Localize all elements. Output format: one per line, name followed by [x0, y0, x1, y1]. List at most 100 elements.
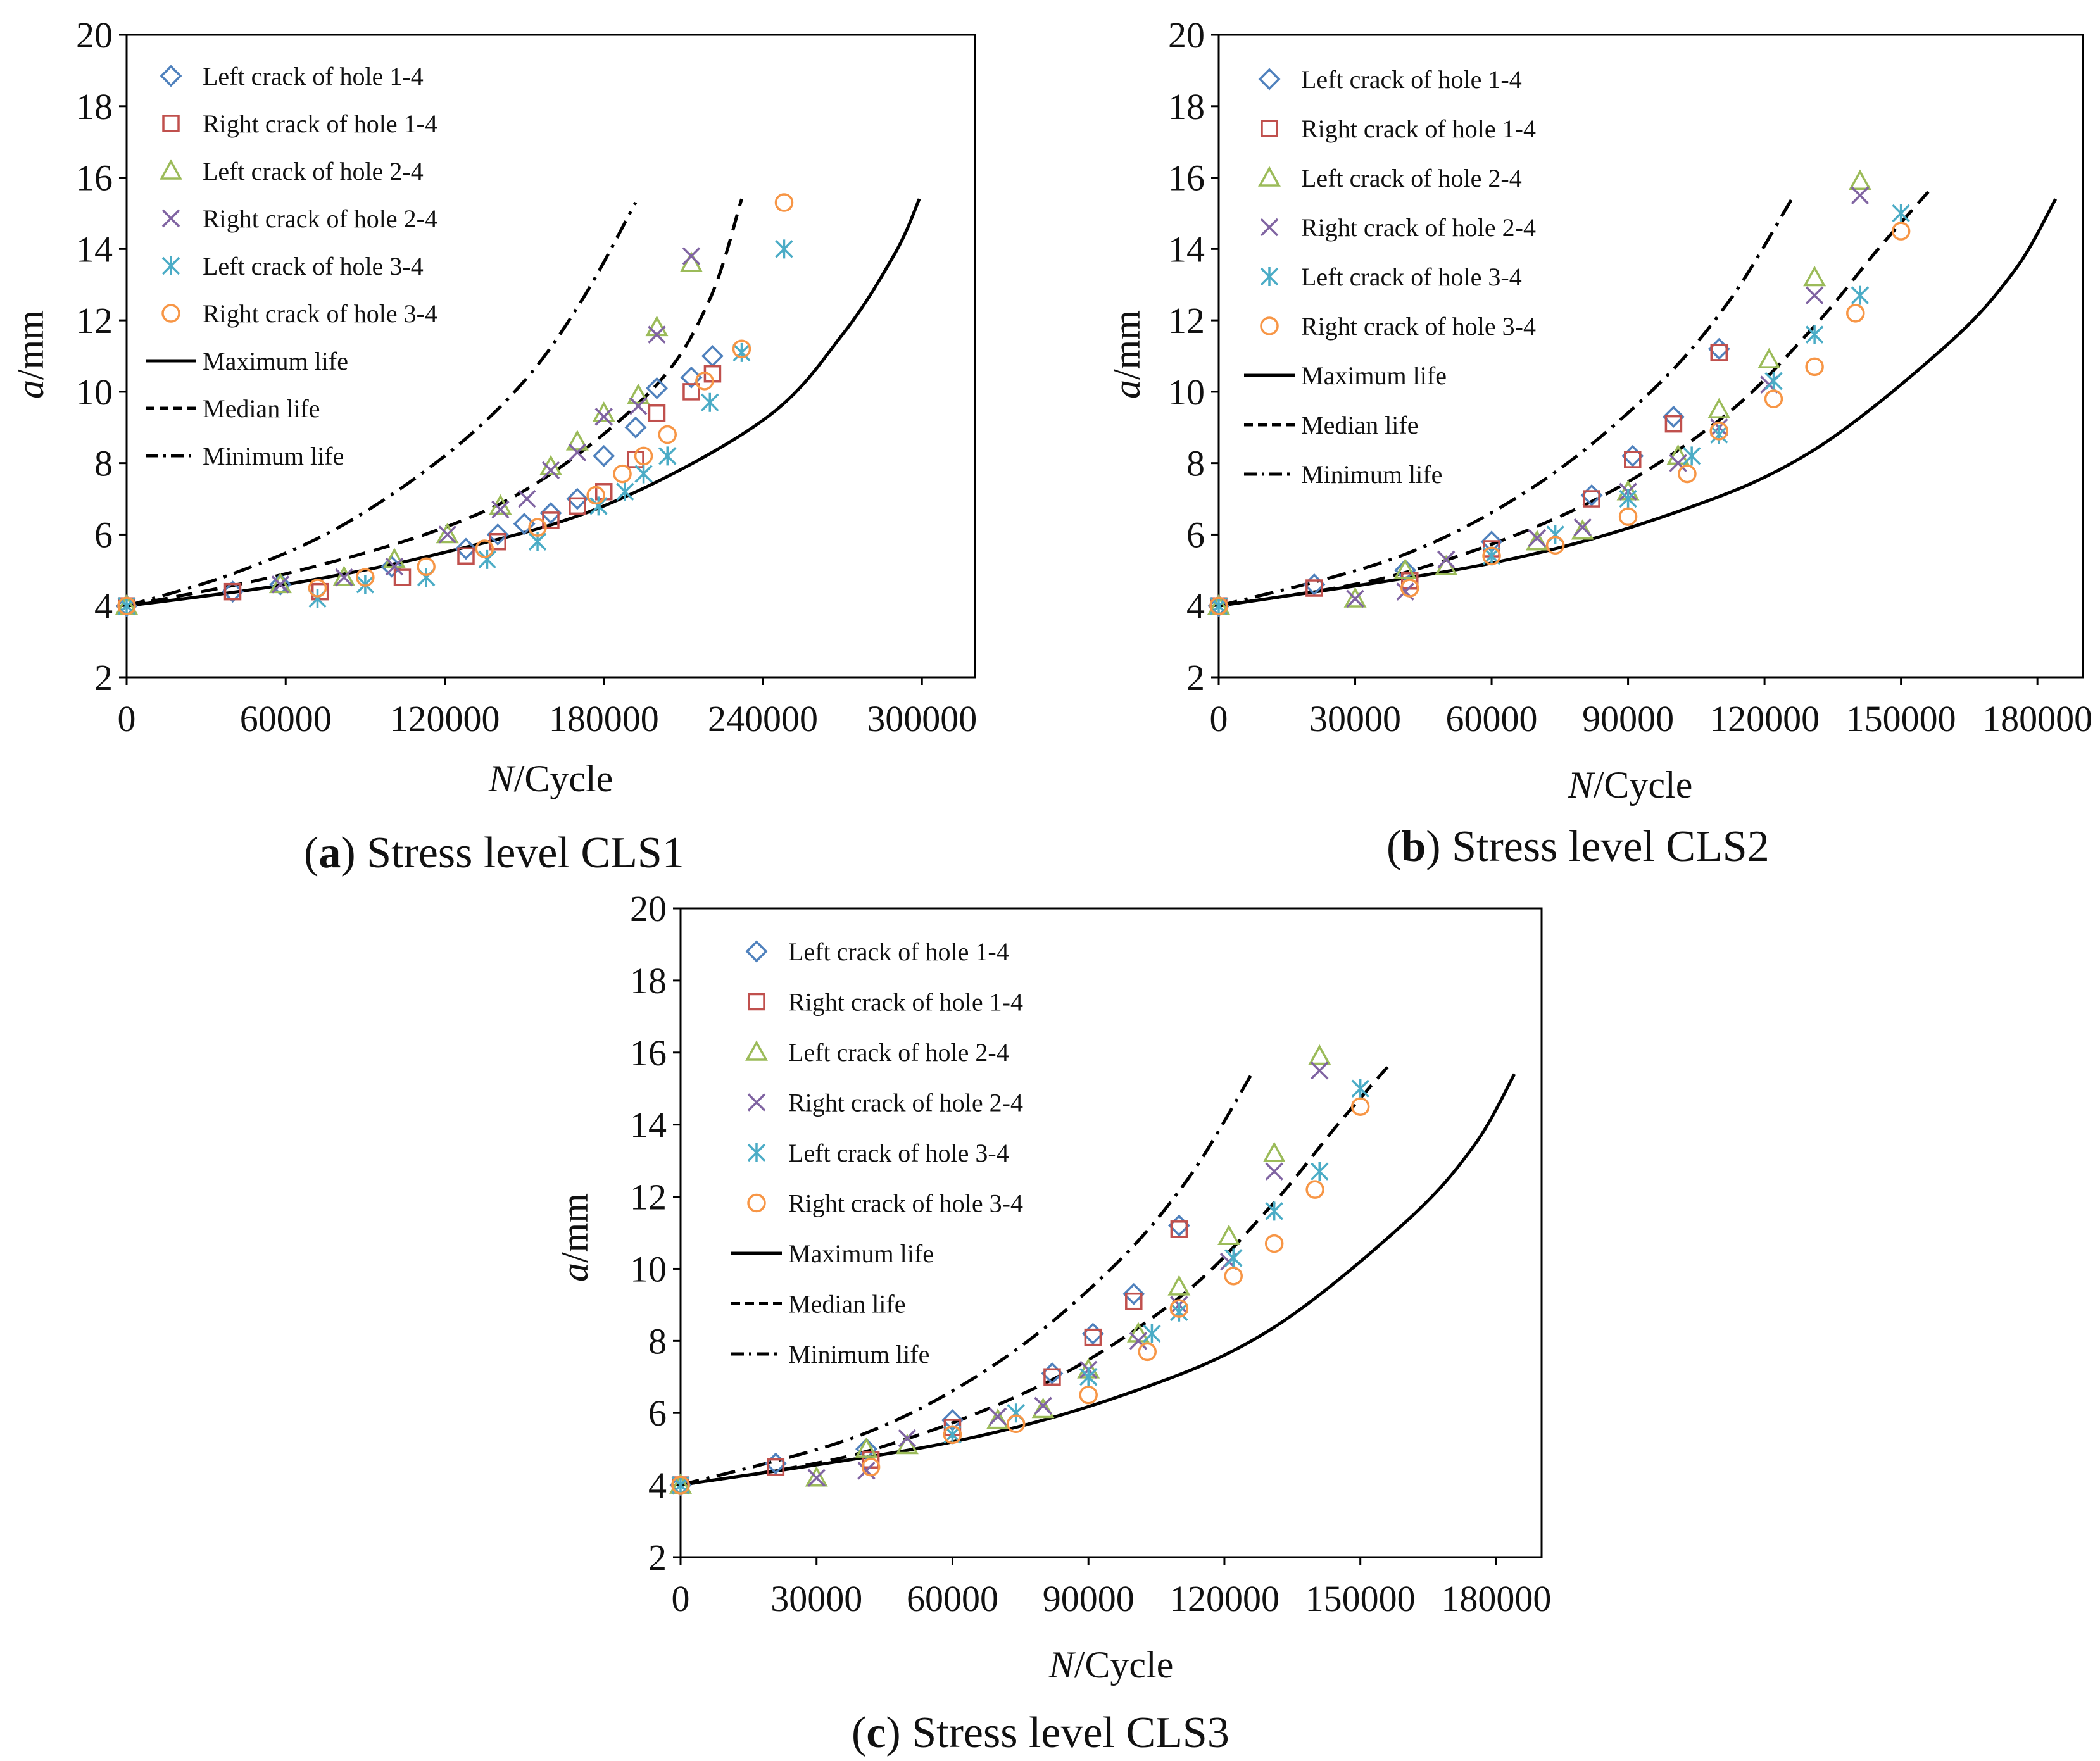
x-tick-label: 30000	[1309, 698, 1401, 739]
y-tick-label: 20	[630, 888, 667, 929]
caption-paren-close: )	[1426, 822, 1452, 871]
data-point	[308, 579, 327, 598]
data-point	[1619, 489, 1637, 509]
data-point	[1043, 1368, 1061, 1386]
data-point	[223, 582, 242, 601]
data-point	[1217, 1224, 1241, 1245]
life-curves	[680, 1065, 1516, 1487]
data-point	[857, 1462, 876, 1480]
legend-label: Minimum life	[1301, 460, 1442, 489]
data-point	[1662, 405, 1685, 428]
data-point	[539, 502, 562, 525]
x-tick-label: 180000	[1441, 1578, 1551, 1619]
data-point	[1669, 454, 1687, 472]
data-point	[774, 193, 794, 212]
legend-label: Maximum life	[788, 1239, 934, 1268]
data-point	[438, 525, 456, 544]
series-5	[117, 239, 793, 616]
data-point	[491, 500, 510, 519]
curve-median-life	[1218, 191, 1930, 608]
data-point	[1346, 589, 1364, 608]
y-tick-label: 16	[76, 158, 113, 199]
x-axis-label-symbol: N	[1048, 1644, 1076, 1686]
legend-label: Minimum life	[788, 1340, 929, 1369]
data-point	[1079, 1367, 1098, 1387]
y-tick-label: 2	[94, 657, 113, 698]
legend-label: Maximum life	[203, 347, 348, 375]
data-point	[1169, 1299, 1189, 1318]
data-point	[268, 572, 292, 594]
data-point	[624, 416, 647, 439]
data-point	[1350, 1097, 1370, 1116]
data-point	[566, 487, 589, 510]
data-point	[1707, 398, 1731, 418]
data-point	[1525, 530, 1549, 551]
data-point	[528, 518, 547, 537]
data-point	[1311, 1162, 1329, 1181]
data-point	[1618, 507, 1638, 526]
data-point	[1764, 389, 1783, 408]
x-tick-label: 180000	[549, 698, 659, 739]
legend-marker	[1260, 218, 1279, 237]
chart-panel-b: 2 4 6 8 10 12 14 16 18 20 0 30000 60000 90000 120000 15…	[1106, 15, 2092, 871]
legend-marker	[747, 1143, 766, 1162]
data-point	[332, 565, 356, 586]
y-tick-label: 10	[1168, 372, 1205, 413]
data-point	[385, 557, 404, 576]
legend-label: Left crack of hole 3-4	[203, 252, 424, 280]
series-2	[1210, 344, 1728, 615]
y-tick-label: 20	[76, 15, 113, 56]
data-point	[417, 557, 436, 576]
legend: Left crack of hole 1-4 Right crack of hol…	[146, 62, 437, 470]
data-point	[1710, 425, 1728, 444]
caption-paren-open: (	[304, 829, 318, 877]
data-point	[1305, 1180, 1324, 1199]
panel-caption: (a) Stress level CLS1	[304, 829, 684, 877]
y-tick-label: 8	[648, 1320, 667, 1362]
y-axis-label: a/mm	[9, 310, 51, 399]
legend-marker	[745, 940, 768, 963]
data-point	[648, 404, 666, 422]
caption-paren-open: (	[1386, 822, 1401, 871]
y-tick-label: 14	[1168, 229, 1205, 270]
data-point	[589, 496, 608, 516]
y-axis-label: a/mm	[554, 1193, 596, 1282]
data-point	[861, 1457, 881, 1477]
legend-label: Right crack of hole 2-4	[1301, 213, 1536, 242]
x-axis-label: N/Cycle	[488, 758, 613, 799]
curve-minimum-life	[680, 1073, 1254, 1487]
data-point	[1262, 1141, 1286, 1162]
data-point	[1007, 1403, 1025, 1423]
data-point	[1143, 1324, 1161, 1343]
data-point	[1764, 371, 1783, 391]
data-point	[634, 446, 653, 466]
x-tick-label: 0	[118, 698, 136, 739]
data-point	[943, 1425, 962, 1445]
legend-label: Left crack of hole 1-4	[788, 937, 1009, 966]
legend-marker	[1260, 316, 1279, 335]
y-tick-label: 4	[94, 586, 113, 627]
legend-label: Right crack of hole 1-4	[1301, 115, 1536, 143]
panel-caption: (c) Stress level CLS3	[852, 1708, 1229, 1757]
data-point	[1664, 415, 1683, 433]
x-tick-label: 90000	[1043, 1578, 1135, 1619]
data-point	[1573, 518, 1592, 537]
data-point	[1224, 1248, 1243, 1268]
y-axis-label: a/mm	[1106, 310, 1148, 399]
data-point	[475, 539, 494, 558]
data-point	[1437, 550, 1456, 569]
data-point	[271, 575, 290, 594]
data-point	[541, 461, 560, 480]
data-point	[988, 1407, 1007, 1426]
data-point	[898, 1429, 917, 1448]
legend-marker	[1258, 68, 1281, 91]
data-point	[1138, 1342, 1157, 1362]
data-point	[1805, 286, 1824, 304]
data-point	[680, 366, 703, 389]
x-tick-label: 0	[1210, 698, 1228, 739]
series-1	[115, 345, 724, 617]
curve-median-life	[680, 1065, 1389, 1487]
x-tick-label: 60000	[907, 1578, 998, 1619]
data-point	[986, 1408, 1010, 1429]
